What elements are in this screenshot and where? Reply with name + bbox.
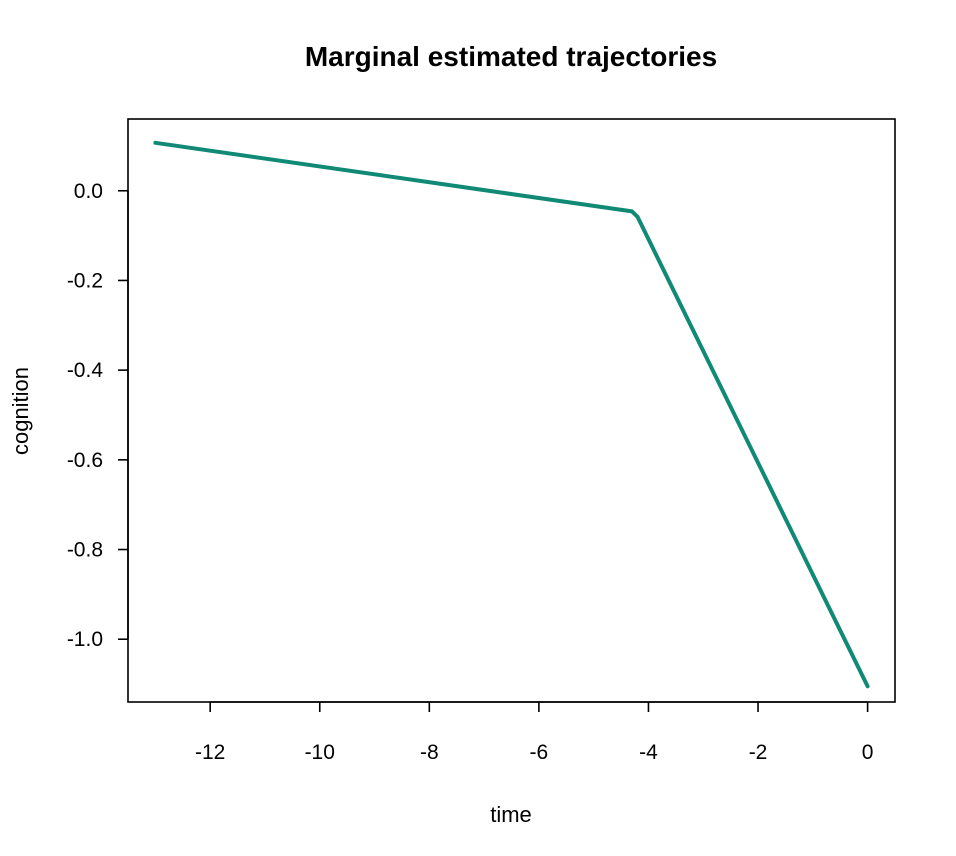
y-tick-label: -0.6 bbox=[67, 449, 103, 472]
x-tick-label: 0 bbox=[862, 741, 874, 764]
x-axis-label: time bbox=[490, 802, 532, 827]
plot-frame bbox=[127, 118, 896, 703]
x-tick-label: -4 bbox=[639, 741, 658, 764]
x-tick-label: -8 bbox=[420, 741, 439, 764]
y-axis: 0.0 -0.2 -0.4 -0.6 -0.8 -1.0 bbox=[67, 180, 129, 651]
chart-title: Marginal estimated trajectories bbox=[305, 41, 717, 72]
y-tick-label: -0.2 bbox=[67, 269, 103, 292]
series-line bbox=[153, 140, 870, 689]
x-tick-label: -12 bbox=[195, 741, 225, 764]
y-tick-label: 0.0 bbox=[74, 180, 103, 203]
y-tick-label: -0.4 bbox=[67, 359, 104, 382]
y-tick-label: -0.8 bbox=[67, 539, 103, 562]
x-tick-label: -10 bbox=[305, 741, 335, 764]
y-tick-label: -1.0 bbox=[67, 628, 103, 651]
x-tick-label: -2 bbox=[749, 741, 768, 764]
y-axis-label: cognition bbox=[8, 367, 33, 455]
x-axis: -12 -10 -8 -6 -4 -2 0 bbox=[195, 701, 874, 764]
x-tick-label: -6 bbox=[530, 741, 549, 764]
series-layer bbox=[153, 140, 870, 689]
